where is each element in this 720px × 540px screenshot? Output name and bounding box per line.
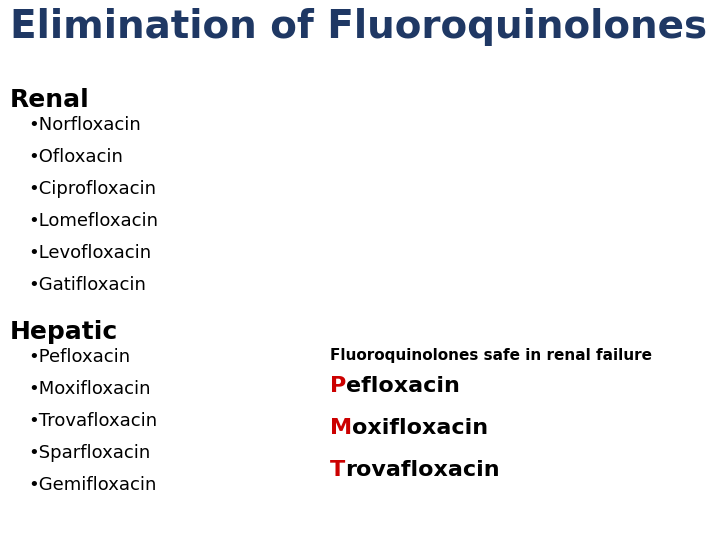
Text: M: M <box>330 418 352 438</box>
Text: Elimination of Fluoroquinolones: Elimination of Fluoroquinolones <box>10 8 707 46</box>
Text: •Trovafloxacin: •Trovafloxacin <box>28 412 157 430</box>
Text: •Levofloxacin: •Levofloxacin <box>28 244 151 262</box>
Text: •Gemifloxacin: •Gemifloxacin <box>28 476 156 494</box>
Text: •Sparfloxacin: •Sparfloxacin <box>28 444 150 462</box>
Text: Renal: Renal <box>10 88 90 112</box>
Text: Hepatic: Hepatic <box>10 320 118 344</box>
Text: •Lomefloxacin: •Lomefloxacin <box>28 212 158 230</box>
Text: P: P <box>330 376 346 396</box>
Text: T: T <box>330 460 346 480</box>
Text: •Norfloxacin: •Norfloxacin <box>28 116 140 134</box>
Text: •Ofloxacin: •Ofloxacin <box>28 148 123 166</box>
Text: rovafloxacin: rovafloxacin <box>346 460 500 480</box>
Text: •Gatifloxacin: •Gatifloxacin <box>28 276 146 294</box>
Text: •Moxifloxacin: •Moxifloxacin <box>28 380 150 398</box>
Text: oxifloxacin: oxifloxacin <box>352 418 488 438</box>
Text: •Pefloxacin: •Pefloxacin <box>28 348 130 366</box>
Text: •Ciprofloxacin: •Ciprofloxacin <box>28 180 156 198</box>
Text: Fluoroquinolones safe in renal failure: Fluoroquinolones safe in renal failure <box>330 348 652 363</box>
Text: efloxacin: efloxacin <box>346 376 460 396</box>
